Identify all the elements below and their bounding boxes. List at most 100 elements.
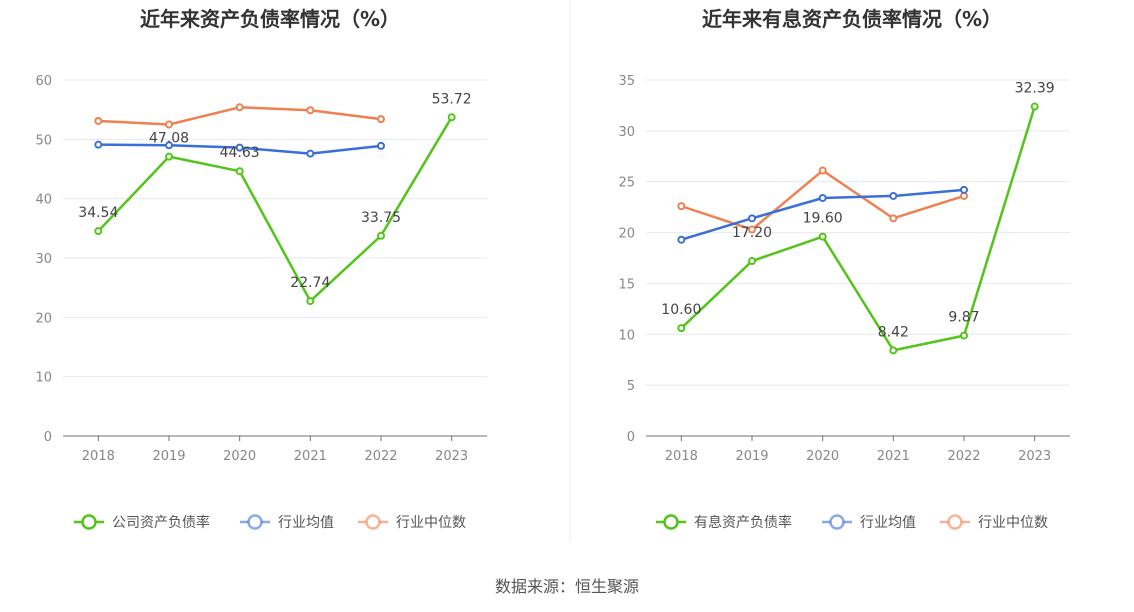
- data-point[interactable]: [235, 103, 244, 112]
- data-label: 44.63: [220, 145, 260, 161]
- legend-item[interactable]: 行业均值: [822, 514, 916, 531]
- y-tick-label: 10: [618, 328, 635, 343]
- x-tick-label: 2018: [665, 449, 698, 464]
- chart-title: 近年来资产负债率情况（%）: [140, 7, 400, 31]
- legend-swatch-marker: [81, 514, 97, 530]
- y-tick-label: 20: [35, 311, 52, 326]
- y-tick-label: 50: [35, 133, 52, 148]
- data-point[interactable]: [94, 116, 103, 125]
- data-point[interactable]: [889, 214, 898, 223]
- y-tick-label: 35: [618, 74, 635, 89]
- data-point[interactable]: [306, 149, 315, 158]
- data-label: 9.87: [948, 310, 979, 326]
- x-tick-label: 2019: [152, 449, 185, 464]
- data-point[interactable]: [306, 106, 315, 115]
- legend-item[interactable]: 行业中位数: [940, 514, 1048, 531]
- legend-item[interactable]: 行业均值: [240, 514, 334, 531]
- legend-label: 行业中位数: [396, 515, 466, 531]
- debt-ratio-chart: 近年来资产负债率情况（%） 0 10 20 30 40 50 60 2018 2019 2020 20…: [35, 7, 487, 531]
- legend-label: 有息资产负债率: [694, 514, 792, 531]
- y-tick-label: 20: [618, 227, 635, 242]
- data-label: 47.08: [149, 131, 189, 147]
- chart-title: 近年来有息资产负债率情况（%）: [702, 7, 1002, 31]
- y-tick-label: 25: [618, 176, 635, 191]
- y-tick-label: 15: [618, 277, 635, 292]
- series-2: [94, 103, 385, 129]
- data-point[interactable]: [1030, 102, 1039, 111]
- data-point[interactable]: [889, 346, 898, 355]
- data-point[interactable]: [94, 140, 103, 149]
- legend-label: 行业均值: [860, 515, 916, 531]
- data-label: 10.60: [661, 302, 701, 318]
- x-tick-label: 2020: [806, 449, 839, 464]
- data-label: 32.39: [1015, 81, 1055, 97]
- y-tick-label: 0: [44, 430, 52, 445]
- legend-label: 行业中位数: [978, 515, 1048, 531]
- y-tick-label: 30: [35, 252, 52, 267]
- y-tick-label: 40: [35, 193, 52, 208]
- data-point[interactable]: [960, 331, 968, 340]
- data-point[interactable]: [377, 231, 385, 240]
- data-label: 19.60: [803, 211, 843, 227]
- data-point[interactable]: [447, 113, 456, 122]
- series-line: [680, 106, 1036, 352]
- y-tick-label: 10: [35, 371, 52, 386]
- data-point[interactable]: [235, 143, 244, 152]
- legend-swatch-marker: [829, 514, 845, 530]
- data-point[interactable]: [818, 166, 827, 175]
- data-point[interactable]: [889, 191, 898, 200]
- y-tick-label: 0: [627, 430, 635, 445]
- data-label: 22.74: [290, 275, 330, 291]
- series-1: [94, 140, 385, 158]
- x-tick-label: 2023: [435, 449, 468, 464]
- data-label: 8.42: [878, 324, 909, 340]
- series-1: [677, 185, 968, 244]
- x-tick-label: 2021: [877, 449, 910, 464]
- data-point[interactable]: [165, 152, 173, 161]
- data-point[interactable]: [377, 115, 385, 124]
- data-point[interactable]: [960, 185, 968, 194]
- data-point[interactable]: [677, 324, 686, 333]
- legend-item[interactable]: 公司资产负债率: [74, 514, 210, 531]
- data-label: 17.20: [732, 225, 772, 241]
- data-point[interactable]: [677, 202, 686, 211]
- series-0: 10.60 17.20 19.60 8.42 9.87 32.39: [661, 81, 1055, 355]
- data-point[interactable]: [748, 257, 756, 266]
- interest-debt-ratio-chart: 近年来有息资产负债率情况（%） 0 5 10 15 20 25 30 35 2018 2019 202…: [618, 7, 1070, 531]
- y-tick-label: 5: [627, 379, 635, 394]
- x-tick-label: 2018: [82, 449, 115, 464]
- data-point[interactable]: [748, 214, 756, 223]
- legend-swatch-marker: [947, 514, 963, 530]
- series-line: [97, 116, 453, 303]
- data-label: 53.72: [432, 91, 472, 107]
- data-point[interactable]: [165, 141, 173, 150]
- y-tick-label: 60: [35, 74, 52, 89]
- legend-swatch-marker: [663, 514, 679, 530]
- data-point[interactable]: [677, 235, 686, 244]
- data-point[interactable]: [165, 120, 173, 129]
- legend-item[interactable]: 行业中位数: [358, 514, 466, 531]
- x-tick-label: 2019: [735, 449, 768, 464]
- x-tick-label: 2023: [1018, 449, 1051, 464]
- data-point[interactable]: [235, 167, 244, 176]
- legend-item[interactable]: 有息资产负债率: [656, 514, 792, 531]
- data-label: 34.54: [78, 205, 118, 221]
- data-point[interactable]: [306, 297, 315, 306]
- legend-label: 公司资产负债率: [112, 514, 210, 531]
- data-point[interactable]: [748, 225, 756, 234]
- legend-swatch-marker: [247, 514, 263, 530]
- data-point[interactable]: [818, 232, 827, 241]
- series-0: 34.54 47.08 44.63 22.74 33.75 53.72: [78, 91, 472, 306]
- y-tick-label: 30: [618, 125, 635, 140]
- data-point[interactable]: [94, 227, 103, 236]
- legend-label: 行业均值: [278, 515, 334, 531]
- x-tick-label: 2020: [223, 449, 256, 464]
- data-source-note: 数据来源：恒生聚源: [495, 577, 639, 596]
- data-point[interactable]: [960, 191, 968, 200]
- data-point[interactable]: [377, 141, 385, 150]
- legend-swatch-marker: [365, 514, 381, 530]
- data-point[interactable]: [818, 193, 827, 202]
- x-tick-label: 2021: [294, 449, 327, 464]
- series-2: [677, 166, 968, 234]
